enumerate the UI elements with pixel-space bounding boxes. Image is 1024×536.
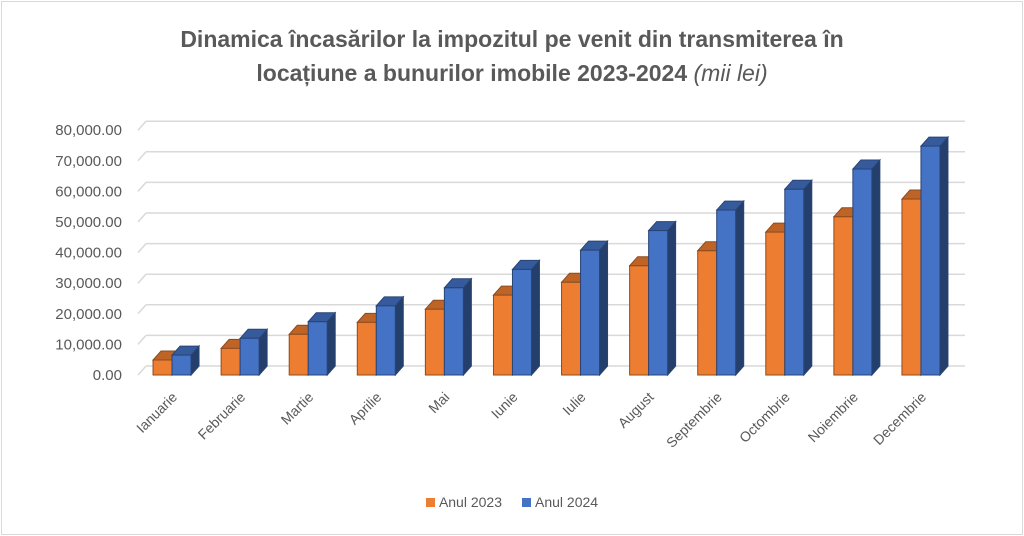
bar-anul-2023 [288,333,309,376]
gridline-depth [137,304,147,315]
x-tick-label: Decembrie [870,389,929,448]
x-tick-label: Noiembrie [805,389,862,446]
bar-anul-2023 [765,231,786,376]
gridline-depth [137,243,147,254]
y-tick-label: 70,000.00 [55,153,122,170]
gridline-depth [137,334,147,345]
bar-anul-2023 [356,321,377,376]
y-tick-label: 80,000.00 [55,122,122,139]
bar-side [462,277,472,377]
bar-anul-2024 [307,321,328,376]
legend-label-2024: Anul 2024 [535,494,599,510]
y-tick-label: 50,000.00 [55,214,122,231]
x-tick-label: Mai [425,389,452,416]
x-tick-label: Aprilie [346,389,385,428]
gridline-depth [137,120,147,131]
bar-anul-2023 [901,198,922,376]
x-tick-label: Septembrie [663,389,725,451]
legend-item-2024: Anul 2024 [522,494,598,510]
bar-anul-2024 [171,354,192,376]
title-unit: (mii lei) [693,60,768,86]
bar-side [735,199,745,377]
bar-anul-2023 [629,265,650,376]
title-line-2: locațiune a bunurilor imobile 2023-2024 [256,60,688,86]
x-tick-label: Martie [278,389,317,428]
bar-anul-2023 [152,359,173,376]
y-tick-label: 10,000.00 [55,336,122,353]
x-tick-label: Iunie [488,389,521,422]
legend-swatch-2023 [425,497,435,507]
x-tick-label: August [615,389,657,431]
y-tick-label: 40,000.00 [55,245,122,262]
bar-anul-2023 [492,294,513,376]
legend-swatch-2024 [522,497,531,507]
gridline-depth [137,365,147,376]
y-tick-label: 30,000.00 [55,275,122,292]
bar-anul-2024 [239,337,260,376]
bar-anul-2024 [648,230,669,376]
bar-anul-2024 [920,145,941,376]
bar-side [599,239,609,377]
title-line-1: Dinamica încasărilor la impozitul pe ven… [180,26,844,52]
bar-side [394,295,404,377]
bar-anul-2023 [561,281,582,376]
legend-item-2023: Anul 2023 [425,494,502,510]
legend-label-2023: Anul 2023 [438,494,502,510]
y-tick-label: 60,000.00 [55,183,122,200]
bar-anul-2024 [784,188,805,376]
y-tick-label: 20,000.00 [55,306,122,323]
bar-side [939,135,949,377]
chart-title: Dinamica încasărilor la impozitul pe ven… [0,22,1024,90]
bar-anul-2024 [716,209,737,376]
gridline-depth [137,151,147,162]
bar-anul-2024 [852,168,873,376]
y-tick-label: 0.00 [93,367,122,384]
bar-anul-2024 [375,305,396,376]
bar-side [667,220,677,377]
bar-side [803,178,813,377]
gridline-depth [137,212,147,223]
bar-side [871,158,881,377]
x-tick-label: Octombrie [736,389,793,446]
gridline-depth [137,273,147,284]
gridline-depth [137,181,147,192]
bar-anul-2024 [580,249,601,376]
bar-side [530,259,540,377]
bar-anul-2024 [443,287,464,376]
bar-anul-2023 [833,216,854,376]
bar-anul-2023 [697,250,718,376]
bar-side [326,311,336,377]
x-tick-label: Iulie [559,389,589,419]
bar-anul-2024 [511,268,532,376]
bar-anul-2023 [220,347,241,376]
bar-anul-2023 [424,308,445,376]
x-tick-label: Februarie [195,389,249,443]
x-tick-label: Ianuarie [133,389,180,436]
legend: Anul 2023 Anul 2024 [0,494,1024,510]
